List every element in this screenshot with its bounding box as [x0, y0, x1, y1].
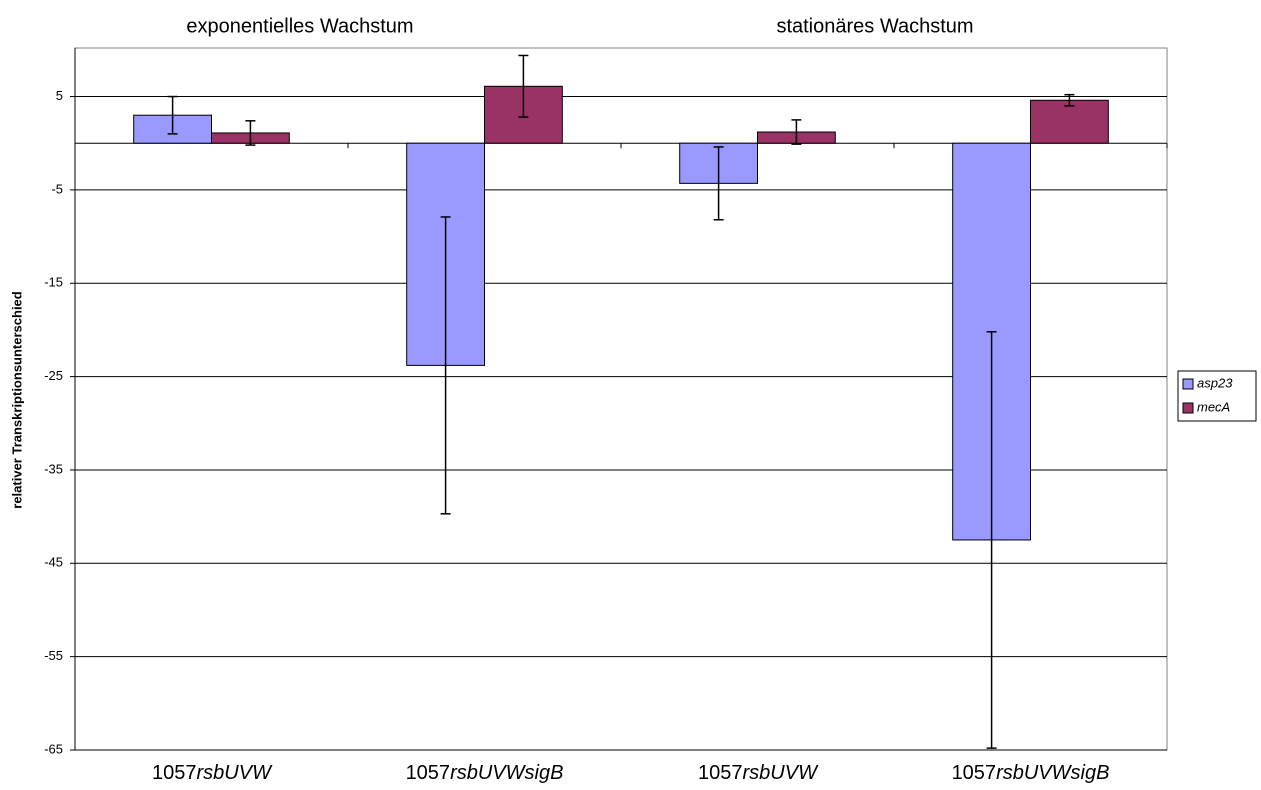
legend-swatch: [1182, 378, 1194, 390]
y-tick-label: -35: [44, 461, 63, 476]
y-tick-label: -25: [44, 368, 63, 383]
legend-label: asp23: [1197, 375, 1233, 390]
bar: [1030, 99, 1109, 144]
y-tick-label: -65: [44, 741, 63, 756]
y-tick-label: -5: [51, 181, 63, 196]
x-tick-label: 1057rsbUVWsigB: [952, 762, 1110, 784]
x-tick-label: 1057rsbUVW: [698, 762, 819, 784]
y-tick-label: 5: [56, 88, 63, 103]
legend-swatch: [1182, 402, 1194, 414]
x-tick-label: 1057rsbUVWsigB: [406, 762, 564, 784]
y-tick-label: -45: [44, 555, 63, 570]
y-tick-label: -55: [44, 648, 63, 663]
y-tick-label: -15: [44, 275, 63, 290]
x-tick-label: 1057rsbUVW: [152, 762, 273, 784]
group-title: stationäres Wachstum: [776, 15, 973, 37]
group-title: exponentielles Wachstum: [186, 15, 413, 37]
legend-label: mecA: [1197, 399, 1230, 414]
y-axis-label: relativer Transkriptionsunterschied: [9, 291, 24, 509]
